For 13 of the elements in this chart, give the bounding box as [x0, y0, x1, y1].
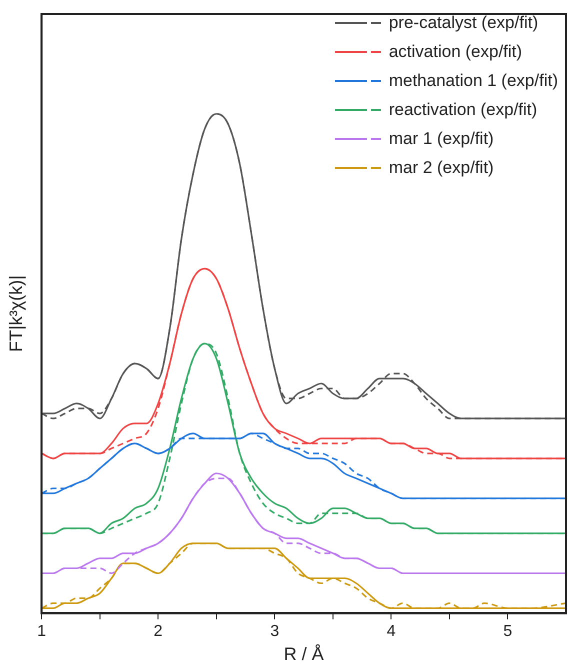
legend-label: reactivation (exp/fit): [388, 99, 538, 121]
x-tick-label: 2: [154, 623, 163, 640]
legend-label: activation (exp/fit): [388, 41, 522, 63]
y-axis-title: FT|k³χ(k)|: [6, 275, 26, 352]
legend-label: methanation 1 (exp/fit): [388, 70, 558, 92]
x-tick-label: 5: [503, 623, 512, 640]
x-tick-label: 1: [37, 623, 46, 640]
x-axis-title: R / Å: [284, 644, 324, 664]
legend-label: mar 2 (exp/fit): [388, 157, 494, 179]
x-tick-label: 3: [270, 623, 280, 640]
legend-label: pre-catalyst (exp/fit): [388, 12, 538, 34]
x-tick-label: 4: [386, 623, 396, 640]
legend-label: mar 1 (exp/fit): [388, 128, 494, 150]
